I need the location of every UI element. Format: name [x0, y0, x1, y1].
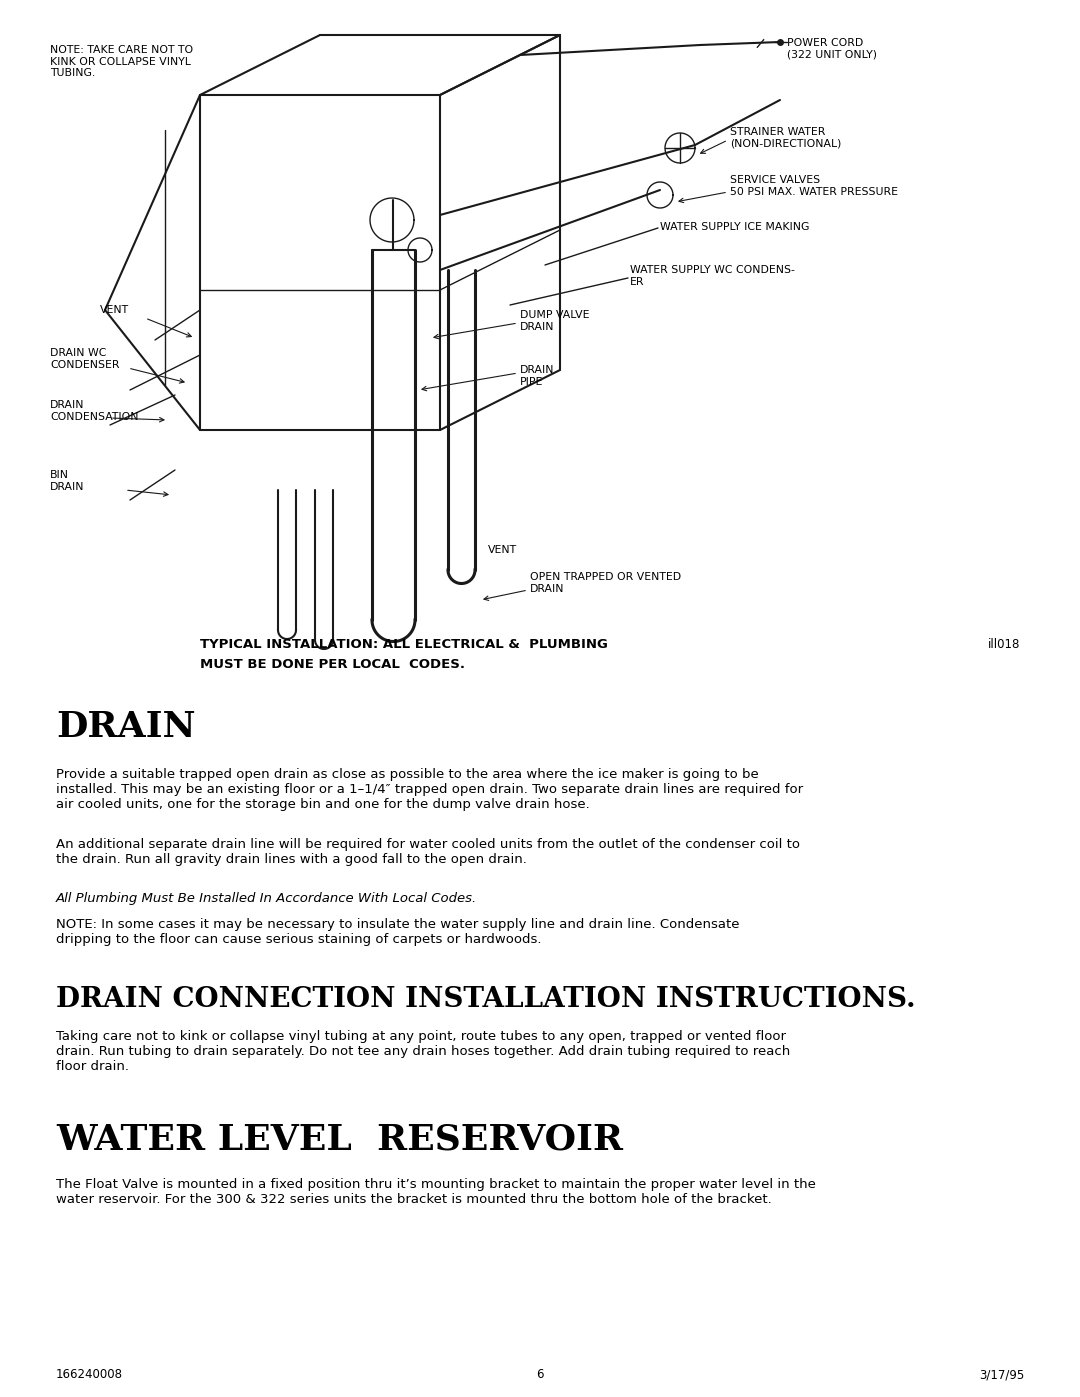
Text: Taking care not to kink or collapse vinyl tubing at any point, route tubes to an: Taking care not to kink or collapse viny…: [56, 1030, 791, 1073]
Text: DRAIN WC
CONDENSER: DRAIN WC CONDENSER: [50, 348, 120, 370]
Text: VENT: VENT: [488, 545, 517, 555]
Text: WATER SUPPLY WC CONDENS-
ER: WATER SUPPLY WC CONDENS- ER: [630, 265, 795, 286]
Text: STRAINER WATER
(NON-DIRECTIONAL): STRAINER WATER (NON-DIRECTIONAL): [730, 127, 841, 148]
Text: DRAIN: DRAIN: [56, 710, 195, 745]
Text: 6: 6: [537, 1368, 543, 1382]
Text: 3/17/95: 3/17/95: [978, 1368, 1024, 1382]
Text: POWER CORD
(322 UNIT ONLY): POWER CORD (322 UNIT ONLY): [787, 38, 877, 60]
Text: WATER SUPPLY ICE MAKING: WATER SUPPLY ICE MAKING: [660, 222, 809, 232]
Text: DUMP VALVE
DRAIN: DUMP VALVE DRAIN: [519, 310, 590, 331]
Text: TYPICAL INSTALLATION: ALL ELECTRICAL &  PLUMBING: TYPICAL INSTALLATION: ALL ELECTRICAL & P…: [200, 638, 608, 651]
Text: NOTE: In some cases it may be necessary to insulate the water supply line and dr: NOTE: In some cases it may be necessary …: [56, 918, 740, 946]
Text: ill018: ill018: [987, 638, 1020, 651]
Text: OPEN TRAPPED OR VENTED
DRAIN: OPEN TRAPPED OR VENTED DRAIN: [530, 571, 681, 594]
Text: DRAIN
CONDENSATION: DRAIN CONDENSATION: [50, 400, 138, 422]
Text: VENT: VENT: [100, 305, 130, 314]
Text: The Float Valve is mounted in a fixed position thru it’s mounting bracket to mai: The Float Valve is mounted in a fixed po…: [56, 1178, 815, 1206]
Text: An additional separate drain line will be required for water cooled units from t: An additional separate drain line will b…: [56, 838, 800, 866]
Text: NOTE: TAKE CARE NOT TO
KINK OR COLLAPSE VINYL
TUBING.: NOTE: TAKE CARE NOT TO KINK OR COLLAPSE …: [50, 45, 193, 78]
Text: Provide a suitable trapped open drain as close as possible to the area where the: Provide a suitable trapped open drain as…: [56, 768, 804, 812]
Text: DRAIN CONNECTION INSTALLATION INSTRUCTIONS.: DRAIN CONNECTION INSTALLATION INSTRUCTIO…: [56, 986, 916, 1013]
Text: BIN
DRAIN: BIN DRAIN: [50, 469, 84, 492]
Text: MUST BE DONE PER LOCAL  CODES.: MUST BE DONE PER LOCAL CODES.: [200, 658, 465, 671]
Text: All Plumbing Must Be Installed In Accordance With Local Codes.: All Plumbing Must Be Installed In Accord…: [56, 893, 477, 905]
Text: WATER LEVEL  RESERVOIR: WATER LEVEL RESERVOIR: [56, 1122, 623, 1155]
Text: DRAIN
PIPE: DRAIN PIPE: [519, 365, 554, 387]
Text: 166240008: 166240008: [56, 1368, 123, 1382]
Text: SERVICE VALVES
50 PSI MAX. WATER PRESSURE: SERVICE VALVES 50 PSI MAX. WATER PRESSUR…: [730, 175, 897, 197]
